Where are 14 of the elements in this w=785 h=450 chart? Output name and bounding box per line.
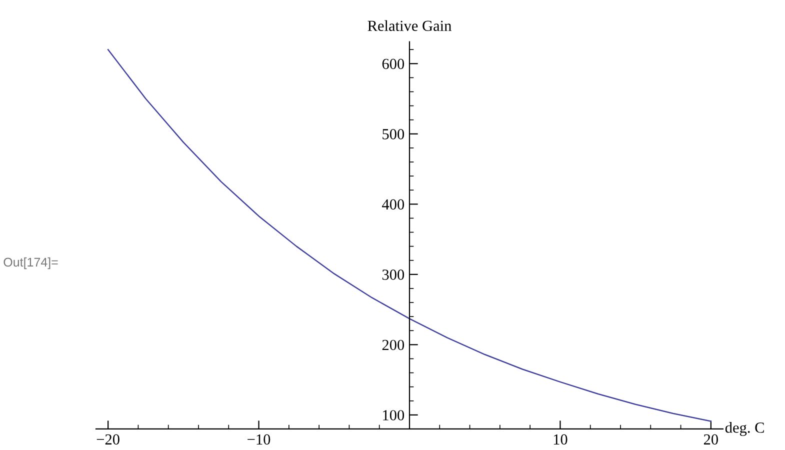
line-series <box>107 48 712 422</box>
y-axis-title: Relative Gain <box>368 20 452 32</box>
y-tick-label: 200 <box>382 340 404 350</box>
y-tick-label: 600 <box>382 58 404 70</box>
x-tick-label: 10 <box>554 434 568 445</box>
y-tick-label: 300 <box>382 270 404 280</box>
x-axis-title: deg. C <box>725 422 764 436</box>
y-tick-label: 100 <box>383 410 404 420</box>
x-tick-label: −20 <box>96 434 120 445</box>
y-tick-label: 500 <box>382 129 404 140</box>
y-tick-label: 400 <box>382 199 404 210</box>
x-tick-label: 20 <box>704 434 718 445</box>
x-tick-label: −10 <box>248 434 270 445</box>
text: Out[174]= <box>4 257 58 270</box>
